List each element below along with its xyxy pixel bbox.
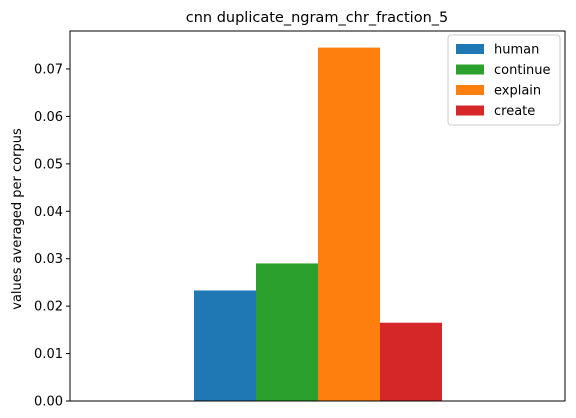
bar-create	[380, 322, 442, 401]
bar-explain	[318, 47, 380, 401]
y-tick-label: 0.03	[34, 252, 63, 267]
legend-label-continue: continue	[494, 63, 551, 78]
chart-title: cnn duplicate_ngram_chr_fraction_5	[186, 10, 449, 26]
y-tick-label: 0.04	[34, 205, 63, 220]
y-tick-label: 0.07	[34, 62, 63, 77]
bar-continue	[256, 263, 318, 401]
legend-label-explain: explain	[494, 84, 541, 99]
y-tick-label: 0.01	[34, 347, 63, 362]
plot-area	[69, 30, 566, 402]
legend-swatch-continue	[456, 64, 484, 75]
legend-swatch-human	[456, 44, 484, 54]
legend: human continue explain create	[447, 34, 561, 126]
legend-frame	[447, 34, 561, 126]
y-tick-label: 0.00	[34, 395, 63, 410]
legend-swatch-explain	[456, 85, 484, 95]
y-tick-label: 0.05	[34, 157, 63, 172]
y-tick-label: 0.06	[34, 110, 63, 125]
axes-frame	[69, 30, 566, 402]
y-axis: 0.00 0.01 0.02 0.03 0.04 0.05 0.06 0.07	[34, 62, 70, 410]
y-tick-label: 0.02	[34, 300, 63, 315]
legend-label-create: create	[494, 104, 535, 119]
legend-swatch-create	[456, 105, 484, 116]
y-axis-label: values averaged per corpus	[10, 128, 25, 310]
bar-human	[194, 290, 256, 401]
legend-label-human: human	[494, 43, 539, 58]
